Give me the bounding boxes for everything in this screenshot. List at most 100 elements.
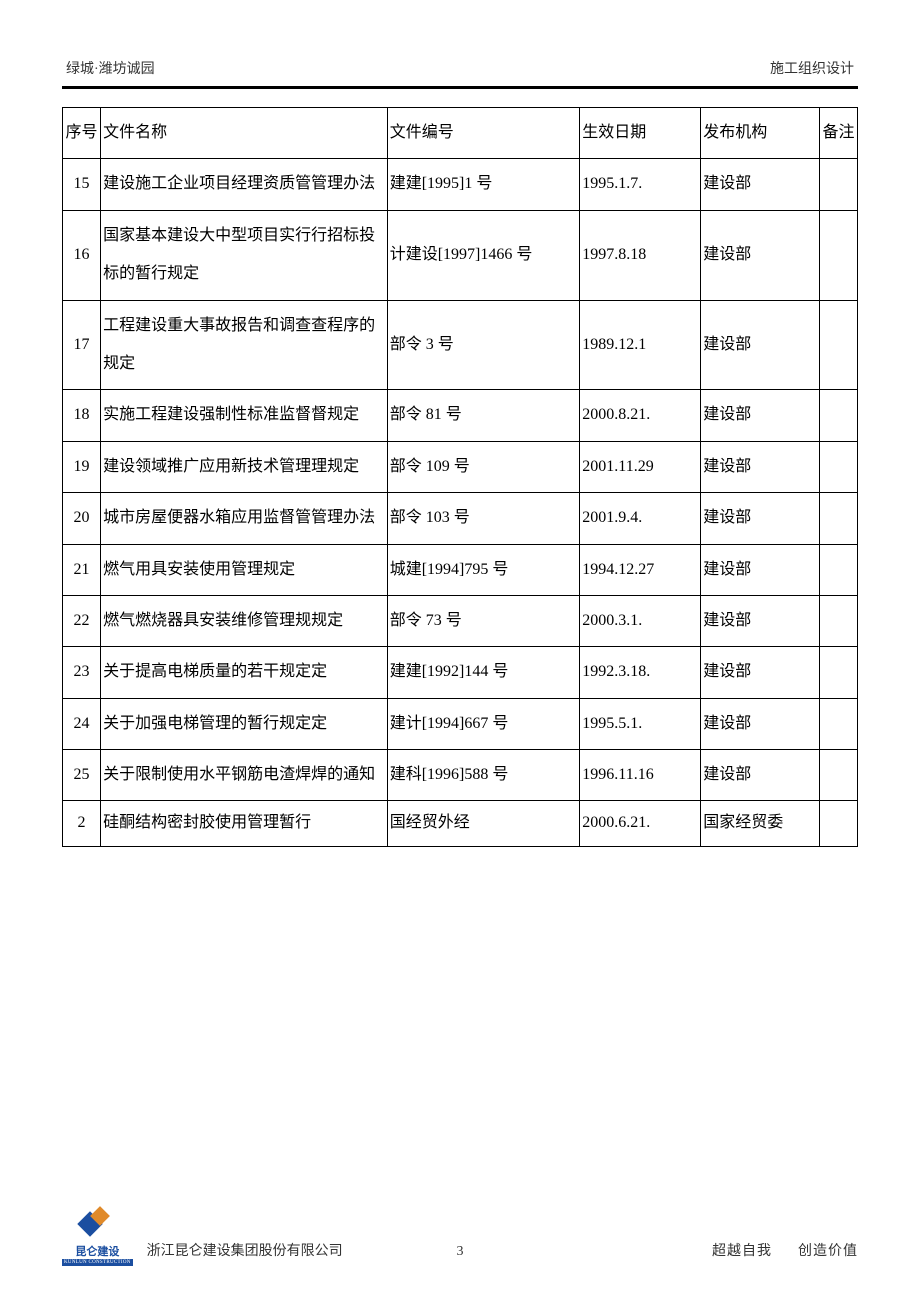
table-row: 24关于加强电梯管理的暂行规定定建计[1994]667 号1995.5.1.建设… (63, 698, 858, 749)
cell-org: 建设部 (701, 595, 820, 646)
col-num: 文件编号 (387, 108, 580, 159)
table-row: 18实施工程建设强制性标准监督督规定部令 81 号2000.8.21.建设部 (63, 390, 858, 441)
cell-seq: 22 (63, 595, 101, 646)
cell-name: 实施工程建设强制性标准监督督规定 (101, 390, 388, 441)
cell-date: 2000.6.21. (580, 801, 701, 847)
logo-mark-icon (77, 1207, 117, 1241)
cell-name: 建设施工企业项目经理资质管管理办法 (101, 159, 388, 210)
table-row: 19建设领域推广应用新技术管理理规定部令 109 号2001.11.29建设部 (63, 441, 858, 492)
table-row: 17工程建设重大事故报告和调查查程序的规定部令 3 号1989.12.1建设部 (63, 300, 858, 390)
cell-name: 燃气用具安装使用管理规定 (101, 544, 388, 595)
cell-num: 部令 81 号 (387, 390, 580, 441)
cell-note (819, 441, 857, 492)
cell-note (819, 801, 857, 847)
header-left: 绿城·潍坊诚园 (66, 58, 155, 78)
cell-date: 2000.8.21. (580, 390, 701, 441)
cell-date: 1989.12.1 (580, 300, 701, 390)
cell-date: 2001.9.4. (580, 493, 701, 544)
cell-date: 2000.3.1. (580, 595, 701, 646)
cell-seq: 24 (63, 698, 101, 749)
slogan-a: 超越自我 (712, 1244, 772, 1259)
cell-org: 建设部 (701, 698, 820, 749)
table-header-row: 序号 文件名称 文件编号 生效日期 发布机构 备注 (63, 108, 858, 159)
table-row: 25关于限制使用水平钢筋电渣焊焊的通知建科[1996]588 号1996.11.… (63, 750, 858, 801)
cell-num: 部令 73 号 (387, 595, 580, 646)
footer-company: 浙江昆仑建设集团股份有限公司 (147, 1240, 343, 1266)
cell-num: 城建[1994]795 号 (387, 544, 580, 595)
cell-note (819, 647, 857, 698)
cell-num: 计建设[1997]1466 号 (387, 210, 580, 300)
cell-org: 建设部 (701, 493, 820, 544)
cell-seq: 15 (63, 159, 101, 210)
company-logo: 昆仑建设 KUNLUN CONSTRUCTION (62, 1207, 133, 1266)
table-row: 16国家基本建设大中型项目实行行招标投标的暂行规定计建设[1997]1466 号… (63, 210, 858, 300)
cell-note (819, 390, 857, 441)
cell-seq: 17 (63, 300, 101, 390)
cell-seq: 19 (63, 441, 101, 492)
cell-org: 建设部 (701, 544, 820, 595)
cell-org: 建设部 (701, 210, 820, 300)
cell-seq: 2 (63, 801, 101, 847)
cell-name: 城市房屋便器水箱应用监督管管理办法 (101, 493, 388, 544)
table-row: 20城市房屋便器水箱应用监督管管理办法部令 103 号2001.9.4.建设部 (63, 493, 858, 544)
cell-date: 1995.1.7. (580, 159, 701, 210)
cell-num: 国经贸外经 (387, 801, 580, 847)
cell-num: 建建[1992]144 号 (387, 647, 580, 698)
cell-org: 建设部 (701, 647, 820, 698)
cell-date: 1996.11.16 (580, 750, 701, 801)
cell-note (819, 210, 857, 300)
table-row: 23关于提高电梯质量的若干规定定建建[1992]144 号1992.3.18.建… (63, 647, 858, 698)
col-date: 生效日期 (580, 108, 701, 159)
cell-num: 建科[1996]588 号 (387, 750, 580, 801)
cell-seq: 21 (63, 544, 101, 595)
cell-name: 硅酮结构密封胶使用管理暂行 (101, 801, 388, 847)
cell-num: 建计[1994]667 号 (387, 698, 580, 749)
cell-num: 部令 109 号 (387, 441, 580, 492)
cell-org: 建设部 (701, 390, 820, 441)
cell-date: 1994.12.27 (580, 544, 701, 595)
table-row: 15建设施工企业项目经理资质管管理办法建建[1995]1 号1995.1.7.建… (63, 159, 858, 210)
cell-seq: 18 (63, 390, 101, 441)
cell-date: 1995.5.1. (580, 698, 701, 749)
cell-seq: 20 (63, 493, 101, 544)
cell-org: 国家经贸委 (701, 801, 820, 847)
documents-table: 序号 文件名称 文件编号 生效日期 发布机构 备注 15建设施工企业项目经理资质… (62, 107, 858, 847)
col-name: 文件名称 (101, 108, 388, 159)
cell-name: 工程建设重大事故报告和调查查程序的规定 (101, 300, 388, 390)
cell-name: 关于加强电梯管理的暂行规定定 (101, 698, 388, 749)
page-header: 绿城·潍坊诚园 施工组织设计 (62, 58, 858, 78)
col-org: 发布机构 (701, 108, 820, 159)
footer-page-number: 3 (457, 1244, 464, 1266)
cell-org: 建设部 (701, 300, 820, 390)
cell-num: 部令 3 号 (387, 300, 580, 390)
cell-date: 1997.8.18 (580, 210, 701, 300)
cell-note (819, 159, 857, 210)
cell-num: 部令 103 号 (387, 493, 580, 544)
cell-note (819, 544, 857, 595)
logo-text-en: KUNLUN CONSTRUCTION (62, 1259, 133, 1266)
cell-seq: 23 (63, 647, 101, 698)
cell-org: 建设部 (701, 159, 820, 210)
cell-note (819, 595, 857, 646)
col-note: 备注 (819, 108, 857, 159)
cell-name: 关于提高电梯质量的若干规定定 (101, 647, 388, 698)
cell-org: 建设部 (701, 750, 820, 801)
cell-seq: 16 (63, 210, 101, 300)
header-rule (62, 86, 858, 89)
header-right: 施工组织设计 (770, 58, 854, 78)
cell-name: 关于限制使用水平钢筋电渣焊焊的通知 (101, 750, 388, 801)
cell-name: 国家基本建设大中型项目实行行招标投标的暂行规定 (101, 210, 388, 300)
logo-text-cn: 昆仑建设 (75, 1243, 119, 1259)
cell-num: 建建[1995]1 号 (387, 159, 580, 210)
col-seq: 序号 (63, 108, 101, 159)
cell-name: 燃气燃烧器具安装维修管理规规定 (101, 595, 388, 646)
table-row: 22燃气燃烧器具安装维修管理规规定部令 73 号2000.3.1.建设部 (63, 595, 858, 646)
cell-note (819, 750, 857, 801)
table-row: 21燃气用具安装使用管理规定城建[1994]795 号1994.12.27建设部 (63, 544, 858, 595)
cell-name: 建设领域推广应用新技术管理理规定 (101, 441, 388, 492)
table-row: 2硅酮结构密封胶使用管理暂行国经贸外经2000.6.21.国家经贸委 (63, 801, 858, 847)
footer-slogan: 超越自我 创造价值 (712, 1240, 858, 1266)
slogan-b: 创造价值 (798, 1244, 858, 1259)
cell-note (819, 493, 857, 544)
page-footer: 昆仑建设 KUNLUN CONSTRUCTION 浙江昆仑建设集团股份有限公司 … (62, 1207, 858, 1266)
